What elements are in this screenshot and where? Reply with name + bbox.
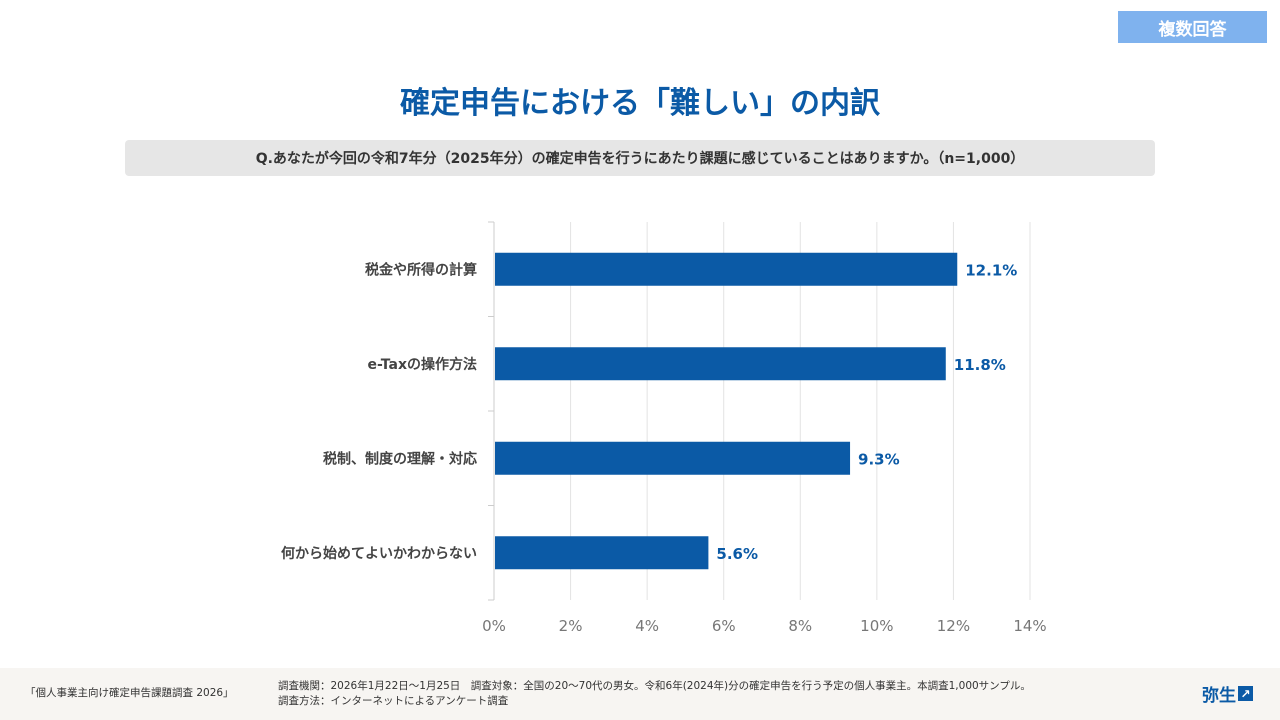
x-tick-label: 6% <box>712 617 736 635</box>
x-tick-label: 2% <box>559 617 583 635</box>
x-tick-label: 4% <box>635 617 659 635</box>
survey-details: 調査機関：2026年1月22日〜1月25日 調査対象：全国の20〜70代の男女。… <box>278 679 1031 709</box>
footer: 「個人事業主向け確定申告課題調査 2026」 調査機関：2026年1月22日〜1… <box>0 668 1280 720</box>
page-title: 確定申告における「難しい」の内訳 <box>400 86 880 121</box>
category-label: e-Taxの操作方法 <box>368 356 477 373</box>
bar <box>495 252 958 286</box>
category-label: 何から始めてよいかわからない <box>281 545 477 562</box>
bar <box>495 441 851 475</box>
survey-details-line1: 調査機関：2026年1月22日〜1月25日 調査対象：全国の20〜70代の男女。… <box>278 680 1031 692</box>
data-label: 5.6% <box>716 545 758 563</box>
arrow-up-right-icon: ↗ <box>1238 686 1253 701</box>
question-banner: Q.あなたが今回の令和7年分（2025年分）の確定申告を行うにあたり課題に感じて… <box>125 140 1155 176</box>
survey-name: 「個人事業主向け確定申告課題調査 2026」 <box>25 687 234 699</box>
x-tick-label: 14% <box>1013 617 1046 635</box>
data-label: 12.1% <box>965 261 1017 279</box>
data-label: 9.3% <box>858 450 900 468</box>
logo-text: 弥生 <box>1202 686 1236 706</box>
x-tick-label: 10% <box>860 617 893 635</box>
yayoi-logo: 弥生 ↗ <box>1202 681 1253 706</box>
multiple-answer-badge: 複数回答 <box>1118 11 1267 43</box>
x-tick-label: 0% <box>482 617 506 635</box>
x-tick-label: 12% <box>937 617 970 635</box>
survey-details-line2: 調査方法：インターネットによるアンケート調査 <box>278 695 509 707</box>
category-label: 税金や所得の計算 <box>365 261 477 278</box>
bar <box>495 536 709 570</box>
category-label: 税制、制度の理解・対応 <box>323 450 477 467</box>
bar-chart: 0% 2% 4% 6% 8% 10% 12% 14% 税金や所得の計算 12.1% e-Taxの操作… <box>281 221 1047 635</box>
x-tick-label: 8% <box>788 617 812 635</box>
bar <box>495 347 946 381</box>
data-label: 11.8% <box>954 356 1006 374</box>
